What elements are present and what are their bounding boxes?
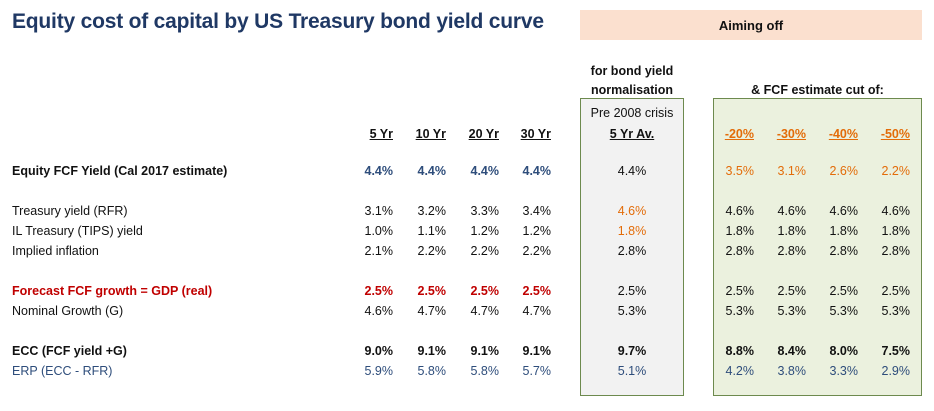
row-label: ECC (FCF yield +G) <box>12 344 127 358</box>
row-label: Nominal Growth (G) <box>12 304 124 318</box>
row-label: Forecast FCF growth = GDP (real) <box>12 284 213 298</box>
row-label: Equity FCF Yield (Cal 2017 estimate) <box>12 164 228 178</box>
cut-value-cell: 5.3% <box>725 304 755 318</box>
bond-note-line1: for bond yield <box>590 64 674 78</box>
tenor-value-cell: 4.4% <box>470 164 500 178</box>
cut-value-cell: 4.6% <box>777 204 807 218</box>
avg-value-cell: 2.8% <box>617 244 647 258</box>
row-label: IL Treasury (TIPS) yield <box>12 224 143 238</box>
avg-value-cell: 5.3% <box>617 304 647 318</box>
tenor-value-cell: 9.1% <box>522 344 552 358</box>
cut-value-cell: 2.2% <box>881 164 911 178</box>
col-header-tenor: 30 Yr <box>520 127 551 141</box>
col-header-avg: 5 Yr Av. <box>609 127 655 141</box>
cut-value-cell: 8.4% <box>777 344 807 358</box>
tenor-value-cell: 3.3% <box>470 204 500 218</box>
avg-value-cell: 4.6% <box>617 204 647 218</box>
cut-value-cell: 2.8% <box>777 244 807 258</box>
fcf-cut-columns-box <box>713 98 922 396</box>
cut-value-cell: 8.0% <box>829 344 859 358</box>
bond-note-line2: normalisation <box>591 83 673 97</box>
cut-value-cell: 1.8% <box>777 224 807 238</box>
cut-value-cell: 2.6% <box>829 164 859 178</box>
tenor-value-cell: 2.5% <box>417 284 447 298</box>
col-header-tenor: 5 Yr <box>369 127 393 141</box>
cut-value-cell: 2.9% <box>881 364 911 378</box>
tenor-value-cell: 4.4% <box>364 164 394 178</box>
tenor-value-cell: 2.5% <box>522 284 552 298</box>
cut-value-cell: 3.1% <box>777 164 807 178</box>
tenor-value-cell: 2.2% <box>417 244 447 258</box>
tenor-value-cell: 2.2% <box>522 244 552 258</box>
row-label: Treasury yield (RFR) <box>12 204 128 218</box>
cut-value-cell: 2.5% <box>777 284 807 298</box>
aiming-off-label: Aiming off <box>718 18 784 33</box>
tenor-value-cell: 5.8% <box>470 364 500 378</box>
avg-value-cell: 4.4% <box>617 164 647 178</box>
tenor-value-cell: 4.7% <box>470 304 500 318</box>
col-header-tenor: 20 Yr <box>468 127 499 141</box>
tenor-value-cell: 5.7% <box>522 364 552 378</box>
cut-value-cell: 3.3% <box>829 364 859 378</box>
row-label: ERP (ECC - RFR) <box>12 364 113 378</box>
cut-value-cell: 4.6% <box>725 204 755 218</box>
cut-value-cell: 4.6% <box>881 204 911 218</box>
tenor-value-cell: 5.8% <box>417 364 447 378</box>
tenor-value-cell: 2.1% <box>364 244 394 258</box>
tenor-value-cell: 2.5% <box>470 284 500 298</box>
aiming-off-banner <box>580 10 922 40</box>
cut-value-cell: 3.5% <box>725 164 755 178</box>
cut-value-cell: 2.8% <box>881 244 911 258</box>
cut-value-cell: 2.8% <box>829 244 859 258</box>
tenor-value-cell: 1.2% <box>470 224 500 238</box>
tenor-value-cell: 1.1% <box>417 224 447 238</box>
tenor-value-cell: 9.1% <box>470 344 500 358</box>
tenor-value-cell: 3.1% <box>364 204 394 218</box>
cut-value-cell: 5.3% <box>777 304 807 318</box>
avg-value-cell: 2.5% <box>617 284 647 298</box>
cut-value-cell: 4.2% <box>725 364 755 378</box>
tenor-value-cell: 4.6% <box>364 304 394 318</box>
tenor-value-cell: 4.7% <box>417 304 447 318</box>
avg-value-cell: 9.7% <box>617 344 647 358</box>
tenor-value-cell: 5.9% <box>364 364 394 378</box>
cut-value-cell: 2.8% <box>725 244 755 258</box>
cut-value-cell: 1.8% <box>881 224 911 238</box>
tenor-value-cell: 3.4% <box>522 204 552 218</box>
cut-value-cell: 8.8% <box>725 344 755 358</box>
col-header-cut: -40% <box>828 127 858 141</box>
tenor-value-cell: 1.2% <box>522 224 552 238</box>
tenor-value-cell: 3.2% <box>417 204 447 218</box>
bond-normalisation-column-box <box>580 98 684 396</box>
cut-value-cell: 2.5% <box>725 284 755 298</box>
tenor-value-cell: 1.0% <box>364 224 394 238</box>
cut-value-cell: 3.8% <box>777 364 807 378</box>
fcf-cut-note: & FCF estimate cut of: <box>751 83 884 97</box>
tenor-value-cell: 4.4% <box>417 164 447 178</box>
row-label: Implied inflation <box>12 244 99 258</box>
cut-value-cell: 5.3% <box>881 304 911 318</box>
col-header-cut: -50% <box>880 127 910 141</box>
col-header-cut: -20% <box>724 127 754 141</box>
col-header-cut: -30% <box>776 127 806 141</box>
page-title: Equity cost of capital by US Treasury bo… <box>12 10 544 33</box>
tenor-value-cell: 4.7% <box>522 304 552 318</box>
tenor-value-cell: 9.1% <box>417 344 447 358</box>
cut-value-cell: 7.5% <box>881 344 911 358</box>
tenor-value-cell: 2.2% <box>470 244 500 258</box>
tenor-value-cell: 9.0% <box>364 344 394 358</box>
col-header-tenor: 10 Yr <box>415 127 446 141</box>
avg-value-cell: 1.8% <box>617 224 647 238</box>
tenor-value-cell: 2.5% <box>364 284 394 298</box>
cut-value-cell: 2.5% <box>881 284 911 298</box>
avg-value-cell: 5.1% <box>617 364 647 378</box>
cut-value-cell: 4.6% <box>829 204 859 218</box>
bond-note-line3: Pre 2008 crisis <box>590 106 674 120</box>
cut-value-cell: 2.5% <box>829 284 859 298</box>
tenor-value-cell: 4.4% <box>522 164 552 178</box>
cut-value-cell: 1.8% <box>829 224 859 238</box>
cut-value-cell: 5.3% <box>829 304 859 318</box>
cut-value-cell: 1.8% <box>725 224 755 238</box>
